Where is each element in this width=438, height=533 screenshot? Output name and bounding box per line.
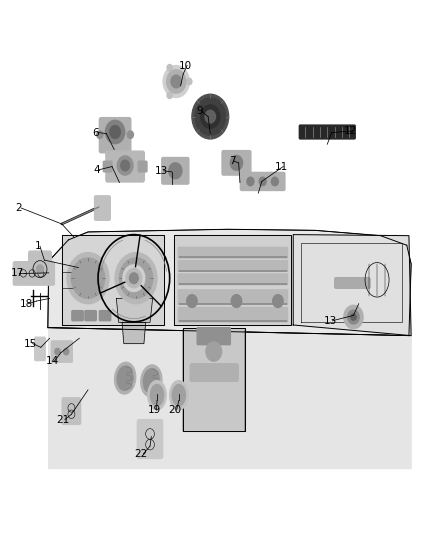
Circle shape — [351, 314, 356, 320]
Circle shape — [36, 265, 43, 273]
FancyBboxPatch shape — [222, 151, 251, 175]
Polygon shape — [183, 328, 245, 431]
Circle shape — [187, 295, 197, 308]
Circle shape — [106, 120, 125, 144]
Circle shape — [171, 75, 181, 88]
FancyBboxPatch shape — [95, 196, 110, 220]
Ellipse shape — [143, 369, 159, 393]
Text: 11: 11 — [274, 161, 288, 172]
Circle shape — [273, 295, 283, 308]
Ellipse shape — [170, 381, 188, 410]
FancyBboxPatch shape — [138, 419, 162, 458]
Circle shape — [344, 305, 363, 329]
Circle shape — [71, 258, 105, 298]
Text: 1: 1 — [35, 241, 41, 251]
Circle shape — [206, 342, 222, 361]
Ellipse shape — [117, 366, 133, 390]
FancyBboxPatch shape — [240, 172, 285, 190]
Circle shape — [127, 131, 134, 139]
FancyBboxPatch shape — [299, 125, 355, 139]
Text: 13: 13 — [155, 166, 168, 176]
FancyBboxPatch shape — [62, 398, 81, 424]
FancyBboxPatch shape — [178, 290, 288, 304]
Text: 20: 20 — [168, 405, 181, 415]
Circle shape — [163, 66, 189, 98]
Circle shape — [169, 163, 182, 179]
Circle shape — [187, 78, 192, 85]
Circle shape — [230, 156, 243, 170]
Circle shape — [205, 110, 215, 123]
FancyBboxPatch shape — [99, 118, 131, 153]
FancyBboxPatch shape — [178, 247, 288, 258]
FancyBboxPatch shape — [138, 161, 147, 172]
FancyBboxPatch shape — [35, 337, 45, 361]
FancyBboxPatch shape — [178, 274, 288, 285]
FancyBboxPatch shape — [106, 151, 145, 182]
FancyBboxPatch shape — [103, 161, 112, 172]
FancyBboxPatch shape — [178, 308, 288, 322]
FancyBboxPatch shape — [335, 278, 370, 288]
Circle shape — [166, 70, 186, 93]
Circle shape — [115, 253, 157, 304]
FancyBboxPatch shape — [51, 341, 72, 362]
Circle shape — [195, 98, 226, 135]
Text: 2: 2 — [16, 203, 22, 213]
FancyBboxPatch shape — [13, 262, 54, 285]
Circle shape — [201, 105, 220, 128]
Circle shape — [55, 349, 60, 355]
Polygon shape — [62, 235, 164, 325]
Circle shape — [120, 258, 152, 298]
Circle shape — [126, 269, 142, 288]
Polygon shape — [48, 229, 411, 336]
Text: 9: 9 — [196, 106, 203, 116]
Ellipse shape — [172, 384, 185, 406]
Circle shape — [348, 310, 359, 324]
Ellipse shape — [141, 365, 162, 397]
Text: 17: 17 — [11, 269, 24, 278]
Circle shape — [67, 253, 109, 304]
FancyBboxPatch shape — [197, 328, 230, 345]
Circle shape — [97, 131, 103, 139]
Circle shape — [167, 64, 172, 71]
Text: 13: 13 — [324, 316, 337, 326]
Circle shape — [272, 177, 279, 185]
Polygon shape — [174, 235, 291, 325]
Circle shape — [167, 92, 172, 99]
Text: 22: 22 — [134, 449, 148, 458]
Text: 21: 21 — [56, 415, 69, 425]
Ellipse shape — [115, 362, 136, 394]
Polygon shape — [122, 322, 146, 344]
Circle shape — [117, 156, 133, 175]
FancyBboxPatch shape — [162, 158, 189, 184]
Circle shape — [130, 273, 138, 284]
Polygon shape — [293, 235, 411, 336]
Text: 12: 12 — [344, 126, 357, 136]
FancyBboxPatch shape — [28, 251, 51, 285]
Circle shape — [259, 177, 266, 185]
FancyBboxPatch shape — [99, 311, 111, 321]
FancyBboxPatch shape — [85, 311, 96, 321]
Text: 6: 6 — [92, 127, 99, 138]
Circle shape — [247, 177, 254, 185]
FancyBboxPatch shape — [72, 311, 83, 321]
Circle shape — [64, 349, 69, 355]
Text: 7: 7 — [229, 156, 235, 166]
Text: 14: 14 — [46, 356, 59, 366]
FancyBboxPatch shape — [178, 261, 288, 271]
Circle shape — [123, 265, 145, 292]
Circle shape — [110, 126, 120, 139]
Polygon shape — [49, 328, 411, 469]
Text: 18: 18 — [19, 298, 33, 309]
Text: 4: 4 — [93, 165, 100, 175]
Text: 19: 19 — [148, 405, 161, 415]
FancyBboxPatch shape — [190, 364, 238, 381]
Circle shape — [192, 94, 229, 139]
Ellipse shape — [148, 381, 166, 410]
Polygon shape — [117, 298, 152, 322]
Text: 15: 15 — [24, 338, 37, 349]
Ellipse shape — [150, 384, 163, 406]
Circle shape — [231, 295, 242, 308]
Circle shape — [121, 160, 130, 171]
Text: 10: 10 — [178, 61, 191, 70]
